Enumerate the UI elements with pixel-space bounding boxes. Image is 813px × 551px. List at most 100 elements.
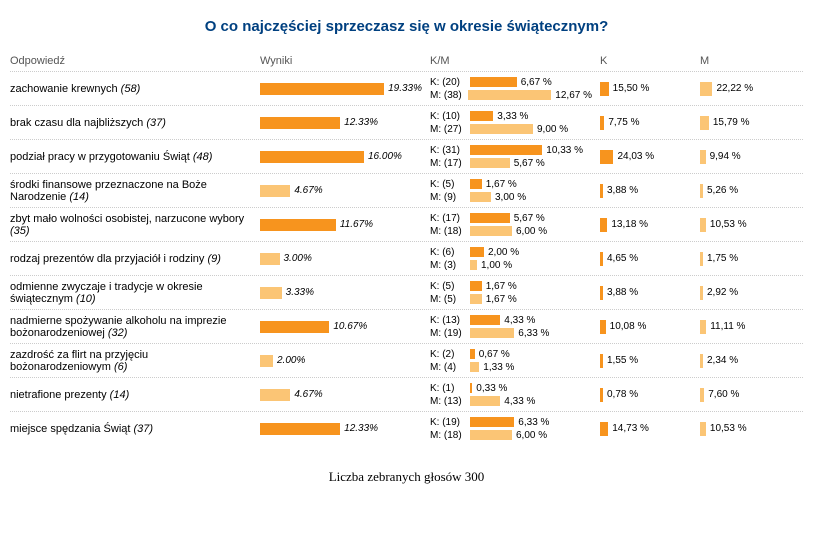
wyniki-bar bbox=[260, 423, 340, 435]
answer-label: nadmierne spożywanie alkoholu na imprezi… bbox=[10, 315, 260, 339]
km-line: M: (4)1,33 % bbox=[430, 362, 592, 373]
km-pct: 5,67 % bbox=[514, 158, 545, 169]
km-line: M: (18)6,00 % bbox=[430, 430, 592, 441]
km-line: M: (13)4,33 % bbox=[430, 396, 592, 407]
m-bar bbox=[700, 422, 706, 436]
m-pct: 10,53 % bbox=[710, 219, 747, 230]
km-bar bbox=[470, 77, 517, 87]
km-pct: 1,33 % bbox=[483, 362, 514, 373]
poll-row: środki finansowe przeznaczone na Boże Na… bbox=[10, 173, 803, 207]
km-prefix: K: (31) bbox=[430, 145, 470, 156]
wyniki-cell: 19.33% bbox=[260, 83, 430, 95]
wyniki-cell: 12.33% bbox=[260, 423, 430, 435]
wyniki-cell: 10.67% bbox=[260, 321, 430, 333]
m-cell: 15,79 % bbox=[700, 116, 800, 130]
km-pct: 6,33 % bbox=[518, 417, 549, 428]
k-pct: 15,50 % bbox=[613, 83, 650, 94]
m-bar bbox=[700, 82, 712, 96]
km-line: K: (20)6,67 % bbox=[430, 77, 592, 88]
km-line: M: (5)1,67 % bbox=[430, 294, 592, 305]
km-cell: K: (13) 4,33 % M: (19)6,33 % bbox=[430, 315, 600, 339]
km-cell: K: (5)1,67 %M: (5)1,67 % bbox=[430, 281, 600, 305]
m-bar bbox=[700, 320, 706, 334]
header-km: K/M bbox=[430, 55, 600, 67]
k-bar bbox=[600, 252, 603, 266]
m-cell: 9,94 % bbox=[700, 150, 800, 164]
m-bar bbox=[700, 388, 704, 402]
m-pct: 22,22 % bbox=[716, 83, 753, 94]
km-bar bbox=[470, 281, 482, 291]
k-pct: 3,88 % bbox=[607, 287, 638, 298]
km-cell: K: (19) 6,33 % M: (18)6,00 % bbox=[430, 417, 600, 441]
km-bar bbox=[470, 362, 479, 372]
km-bar bbox=[470, 294, 482, 304]
m-bar bbox=[700, 184, 703, 198]
km-bar bbox=[470, 111, 493, 121]
km-prefix: M: (18) bbox=[430, 430, 470, 441]
wyniki-bar bbox=[260, 151, 364, 163]
km-prefix: M: (17) bbox=[430, 158, 470, 169]
answer-label: nietrafione prezenty (14) bbox=[10, 389, 260, 401]
km-prefix: M: (18) bbox=[430, 226, 470, 237]
km-line: K: (5)1,67 % bbox=[430, 179, 592, 190]
wyniki-pct: 4.67% bbox=[294, 389, 322, 400]
k-cell: 1,55 % bbox=[600, 354, 700, 368]
column-headers: Odpowiedź Wyniki K/M K M bbox=[10, 51, 803, 71]
wyniki-bar bbox=[260, 185, 290, 197]
km-bar bbox=[470, 145, 542, 155]
answer-label: miejsce spędzania Świąt (37) bbox=[10, 423, 260, 435]
km-bar bbox=[470, 179, 482, 189]
poll-title: O co najczęściej sprzeczasz się w okresi… bbox=[10, 18, 803, 35]
wyniki-pct: 3.00% bbox=[284, 253, 312, 264]
km-pct: 0,67 % bbox=[479, 349, 510, 360]
wyniki-bar bbox=[260, 253, 280, 265]
header-answer: Odpowiedź bbox=[10, 55, 260, 67]
m-bar bbox=[700, 116, 709, 130]
km-line: K: (10)3,33 % bbox=[430, 111, 592, 122]
km-bar bbox=[470, 260, 477, 270]
k-pct: 1,55 % bbox=[607, 355, 638, 366]
km-bar bbox=[470, 349, 475, 359]
answer-label: brak czasu dla najbliższych (37) bbox=[10, 117, 260, 129]
answer-label: zazdrość za flirt na przyjęciu bożonarod… bbox=[10, 349, 260, 373]
km-prefix: M: (3) bbox=[430, 260, 470, 271]
k-cell: 3,88 % bbox=[600, 184, 700, 198]
km-bar bbox=[470, 417, 514, 427]
m-bar bbox=[700, 286, 703, 300]
m-bar bbox=[700, 150, 706, 164]
wyniki-pct: 12.33% bbox=[344, 423, 378, 434]
k-pct: 4,65 % bbox=[607, 253, 638, 264]
km-line: M: (38)12,67 % bbox=[430, 90, 592, 101]
km-prefix: K: (13) bbox=[430, 315, 470, 326]
km-prefix: K: (2) bbox=[430, 349, 470, 360]
km-pct: 4,33 % bbox=[504, 396, 535, 407]
km-bar bbox=[470, 328, 514, 338]
km-cell: K: (1)0,33 %M: (13)4,33 % bbox=[430, 383, 600, 407]
km-bar bbox=[470, 430, 512, 440]
km-bar bbox=[468, 90, 552, 100]
km-prefix: K: (19) bbox=[430, 417, 470, 428]
km-line: K: (17)5,67 % bbox=[430, 213, 592, 224]
km-pct: 4,33 % bbox=[504, 315, 535, 326]
km-bar bbox=[470, 247, 484, 257]
poll-row: brak czasu dla najbliższych (37)12.33%K:… bbox=[10, 105, 803, 139]
answer-label: zachowanie krewnych (58) bbox=[10, 83, 260, 95]
wyniki-bar bbox=[260, 83, 384, 95]
m-pct: 2,92 % bbox=[707, 287, 738, 298]
k-pct: 10,08 % bbox=[610, 321, 647, 332]
wyniki-cell: 12.33% bbox=[260, 117, 430, 129]
m-bar bbox=[700, 354, 703, 368]
wyniki-bar bbox=[260, 389, 290, 401]
km-line: M: (19)6,33 % bbox=[430, 328, 592, 339]
m-cell: 2,92 % bbox=[700, 286, 800, 300]
wyniki-bar bbox=[260, 355, 273, 367]
k-bar bbox=[600, 116, 604, 130]
m-pct: 2,34 % bbox=[707, 355, 738, 366]
km-cell: K: (6)2,00 %M: (3)1,00 % bbox=[430, 247, 600, 271]
answer-label: odmienne zwyczaje i tradycje w okresie ś… bbox=[10, 281, 260, 305]
km-pct: 3,33 % bbox=[497, 111, 528, 122]
km-line: M: (9)3,00 % bbox=[430, 192, 592, 203]
km-bar bbox=[470, 383, 472, 393]
wyniki-cell: 16.00% bbox=[260, 151, 430, 163]
km-line: M: (18)6,00 % bbox=[430, 226, 592, 237]
